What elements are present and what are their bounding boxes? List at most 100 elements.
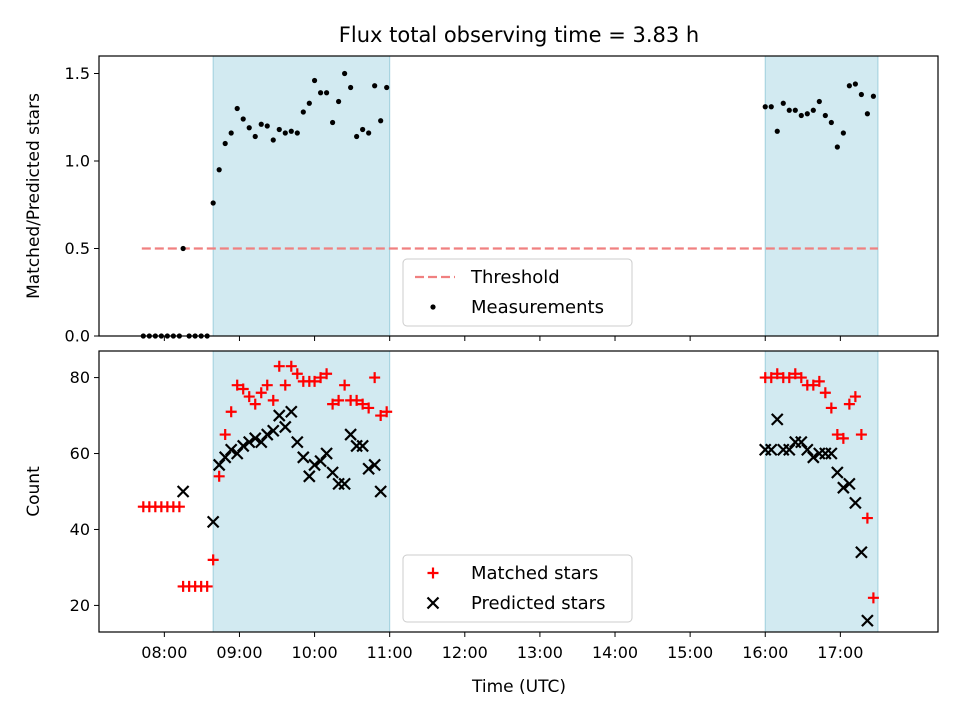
matched-stars-point-6 [173,501,185,513]
predicted-stars-point-43 [837,481,850,494]
x-tick-label: 08:00 [141,643,187,662]
matched-stars-point-50 [807,379,819,391]
matched-stars-point-56 [843,398,855,410]
matched-stars-point-26 [291,368,303,380]
measurements-point-49 [804,111,810,117]
measurements-point-47 [792,107,798,113]
y-tick-label: 1.5 [65,64,90,83]
matched-stars-point-59 [861,512,873,524]
matched-stars-point-24 [279,379,291,391]
predicted-stars-point-36 [795,435,808,449]
measurements-point-53 [828,119,834,126]
x-tick-label: 16:00 [742,643,788,662]
shaded-region-2 [764,350,879,633]
measurements-point-34 [342,70,348,77]
predicted-stars-point-3 [218,451,232,464]
measurements-point-36 [354,133,360,140]
predicted-stars-point-28 [368,458,381,472]
x-tick-label: 11:00 [367,643,413,662]
legend-label: Predicted stars [471,593,605,614]
matched-stars-point-41 [381,406,393,418]
measurements-point-51 [816,98,822,105]
x-tick-label: 17:00 [817,643,863,662]
predicted-stars-point-44 [843,477,856,491]
matched-stars-point-33 [333,394,345,406]
measurements-point-39 [372,83,378,89]
matched-stars-point-12 [207,554,219,566]
measurements-point-29 [311,77,318,84]
measurements-point-26 [294,130,300,136]
measurements-point-28 [306,100,312,106]
measurements-point-12 [210,200,216,206]
y-tick-label: 60 [70,444,90,463]
y-tick-label: 40 [70,520,90,539]
measurements-point-14 [222,140,228,147]
chart-title: Flux total observing time = 3.83 h [339,23,699,47]
axes-frame [98,55,939,337]
x-tick-label: 15:00 [667,643,713,662]
measurements-point-16 [234,105,240,112]
x-tick-label: 13:00 [517,643,563,662]
predicted-stars-point-29 [374,485,387,498]
matched-stars-point-20 [255,387,267,399]
measurements-point-15 [228,130,234,136]
predicted-stars-point-27 [362,462,375,475]
predicted-stars-point-24 [344,428,357,441]
measurements-point-18 [246,125,252,131]
measurements-point-38 [366,130,372,136]
legend-label: Threshold [470,267,560,288]
x-tick-label: 10:00 [292,643,338,662]
matched-stars-point-22 [267,394,279,406]
measurements-point-46 [786,107,792,113]
predicted-stars-point-11 [266,424,280,438]
predicted-stars-point-26 [356,439,369,453]
measurements-point-23 [276,126,282,133]
matched-stars-point-40 [375,410,387,422]
measurements-point-7 [180,245,186,252]
measurements-point-35 [348,84,354,91]
matched-stars-point-37 [357,398,369,410]
measurements-point-33 [336,98,342,105]
measurements-point-13 [216,167,222,173]
predicted-stars-point-0 [176,485,190,498]
measurements-point-57 [852,81,858,87]
matched-stars-point-58 [855,429,867,441]
matched-stars-point-34 [339,379,351,391]
matched-stars-point-25 [285,360,297,372]
measurements-point-22 [270,137,276,143]
predicted-stars-point-4 [224,443,238,457]
matched-stars-point-38 [363,402,375,414]
matched-stars-point-16 [231,379,243,391]
predicted-stars-point-37 [801,443,814,457]
matched-stars-point-18 [243,391,255,403]
y-tick-label: 0.5 [65,239,90,258]
measurements-point-27 [300,109,306,115]
predicted-stars-point-8 [248,432,262,445]
predicted-stars-point-47 [861,614,874,627]
predicted-stars-point-18 [308,458,321,472]
matched-stars-point-23 [273,360,285,372]
count-panel: 08:00 09:00 10:00 11:00 12:00 13:00 14:00 15:00… [24,350,939,662]
predicted-stars-point-15 [291,435,304,449]
predicted-stars-point-38 [807,451,820,464]
y-tick-label: 20 [70,596,90,615]
legend-box [402,258,633,327]
predicted-stars-point-13 [279,420,292,434]
predicted-stars-point-1 [206,515,220,529]
predicted-stars-point-20 [320,447,333,460]
predicted-stars-point-46 [855,545,868,559]
measurements-point-52 [822,112,828,119]
measurements-point-30 [317,90,324,96]
measurements-point-43 [768,104,774,110]
legend-matched-stars-swatch [427,567,439,579]
measurements-point-48 [798,112,804,119]
matched-stars-point-51 [813,375,825,387]
measurements-point-44 [774,128,780,134]
matched-stars-point-48 [795,372,807,384]
matched-stars-point-47 [789,368,801,380]
matched-stars-point-43 [765,372,777,384]
predicted-stars-point-45 [849,496,862,510]
measurements-point-56 [846,83,852,89]
measurements-point-42 [762,104,768,110]
measurements-point-55 [840,130,846,136]
